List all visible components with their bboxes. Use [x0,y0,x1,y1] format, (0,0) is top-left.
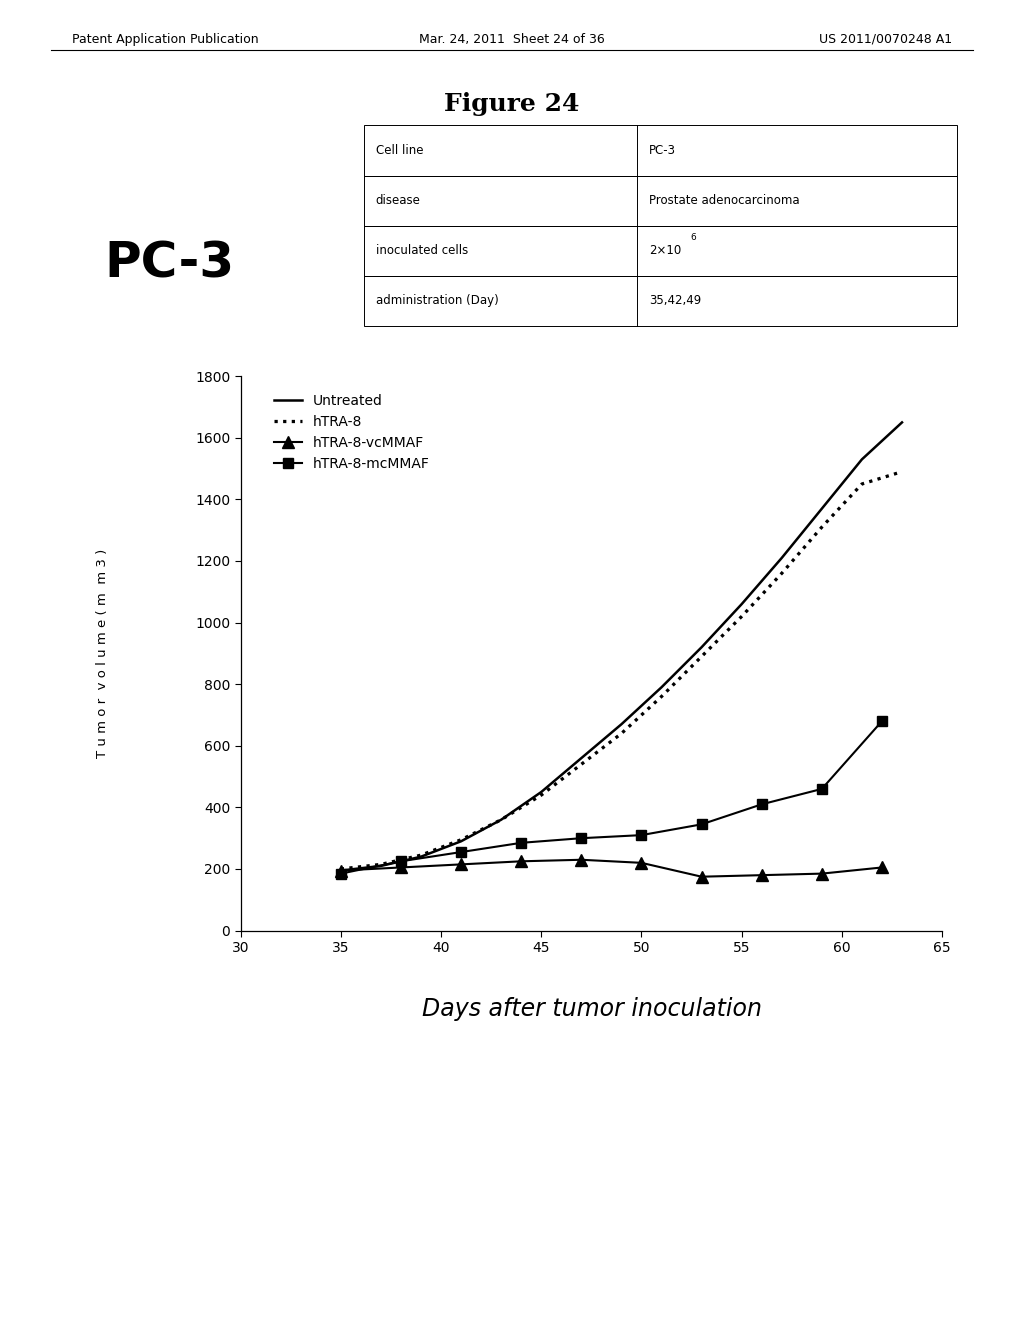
hTRA-8 [775,565,787,581]
hTRA-8-mcMMAF [756,796,768,812]
hTRA-8 [536,787,548,803]
Untreated [735,597,748,612]
hTRA-8 [856,477,868,492]
Untreated [536,784,548,800]
hTRA-8 [655,689,668,705]
Untreated [615,717,628,733]
hTRA-8 [375,857,387,873]
Text: Patent Application Publication: Patent Application Publication [72,33,258,46]
hTRA-8-vcMMAF [395,859,408,875]
hTRA-8 [495,812,507,828]
Untreated [415,849,427,865]
hTRA-8-mcMMAF [695,816,708,833]
hTRA-8-mcMMAF [335,866,347,882]
Untreated [335,863,347,879]
Text: 6: 6 [690,234,695,242]
hTRA-8 [615,726,628,742]
Untreated [695,639,708,655]
Text: 2×10: 2×10 [649,244,681,257]
hTRA-8 [415,847,427,863]
Line: hTRA-8-mcMMAF: hTRA-8-mcMMAF [336,717,887,879]
hTRA-8-mcMMAF [816,781,828,797]
Untreated [575,750,588,766]
hTRA-8 [816,519,828,535]
hTRA-8-vcMMAF [335,863,347,879]
hTRA-8-vcMMAF [515,854,527,870]
Untreated [775,550,787,566]
hTRA-8-vcMMAF [876,859,888,875]
hTRA-8 [896,463,908,479]
hTRA-8-vcMMAF [455,857,467,873]
hTRA-8-mcMMAF [575,830,588,846]
Text: US 2011/0070248 A1: US 2011/0070248 A1 [819,33,952,46]
hTRA-8 [455,832,467,847]
hTRA-8-vcMMAF [635,855,647,871]
Line: Untreated: Untreated [341,422,902,871]
hTRA-8 [735,609,748,624]
Untreated [495,812,507,828]
Untreated [816,500,828,516]
hTRA-8 [575,756,588,772]
hTRA-8 [335,861,347,876]
Text: inoculated cells: inoculated cells [376,244,468,257]
Text: disease: disease [376,194,421,207]
Text: Cell line: Cell line [376,144,423,157]
hTRA-8-mcMMAF [395,854,408,870]
hTRA-8-vcMMAF [695,869,708,884]
hTRA-8-mcMMAF [515,836,527,851]
Untreated [856,451,868,467]
Untreated [655,680,668,696]
Text: Figure 24: Figure 24 [444,92,580,116]
Line: hTRA-8: hTRA-8 [341,471,902,869]
Legend: Untreated, hTRA-8, hTRA-8-vcMMAF, hTRA-8-mcMMAF: Untreated, hTRA-8, hTRA-8-vcMMAF, hTRA-8… [268,388,435,477]
hTRA-8-vcMMAF [575,851,588,867]
Text: Mar. 24, 2011  Sheet 24 of 36: Mar. 24, 2011 Sheet 24 of 36 [419,33,605,46]
Text: PC-3: PC-3 [103,240,234,288]
hTRA-8-vcMMAF [816,866,828,882]
Line: hTRA-8-vcMMAF: hTRA-8-vcMMAF [335,854,888,882]
Text: Days after tumor inoculation: Days after tumor inoculation [422,997,762,1020]
Untreated [896,414,908,430]
Text: 35,42,49: 35,42,49 [649,294,701,308]
hTRA-8-mcMMAF [635,828,647,843]
Text: Prostate adenocarcinoma: Prostate adenocarcinoma [649,194,800,207]
hTRA-8-mcMMAF [876,713,888,729]
hTRA-8-mcMMAF [455,845,467,861]
Text: administration (Day): administration (Day) [376,294,499,308]
Text: PC-3: PC-3 [649,144,676,157]
Untreated [375,858,387,874]
Text: T u m o r  v o l u m e ( m  m 3 ): T u m o r v o l u m e ( m m 3 ) [96,549,109,758]
hTRA-8-vcMMAF [756,867,768,883]
Untreated [455,833,467,849]
hTRA-8 [695,648,708,664]
